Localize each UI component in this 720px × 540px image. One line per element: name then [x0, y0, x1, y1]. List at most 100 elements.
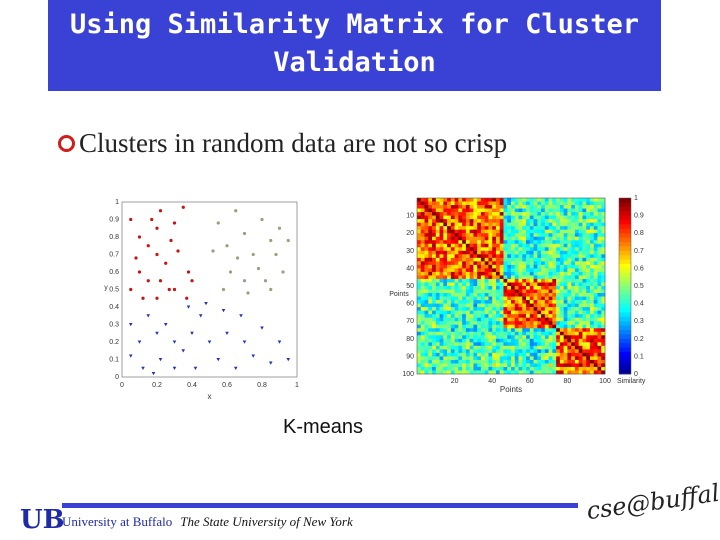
heatmap-cell: [424, 271, 429, 276]
heatmap-cell: [589, 236, 595, 241]
heatmap-cell: [533, 370, 538, 375]
scatter-point: [172, 221, 177, 225]
heatmap-cell: [537, 205, 542, 209]
heatmap-cell: [417, 370, 422, 375]
heatmap-cell: [533, 236, 538, 241]
heatmap-cell: [458, 215, 463, 220]
heatmap-cell: [529, 226, 534, 230]
heatmap-cell: [574, 264, 579, 269]
heatmap-cell: [420, 275, 425, 280]
heatmap-cell: [435, 363, 440, 368]
heatmap-cell: [578, 257, 583, 262]
heatmap-cell: [526, 317, 531, 322]
scatter-point: [256, 266, 261, 271]
heatmap-cell: [529, 250, 534, 255]
heatmap-cell: [447, 370, 452, 375]
heatmap-cell: [511, 264, 516, 269]
heatmap-cell: [484, 296, 489, 301]
heatmap-cell: [447, 359, 452, 364]
heatmap-cell: [447, 198, 452, 202]
heatmap-cell: [578, 324, 583, 329]
heatmap-cell: [537, 363, 542, 368]
bullet-text: Clusters in random data are not so crisp: [79, 128, 508, 158]
heatmap-cell: [522, 321, 527, 326]
heatmap-cell: [447, 271, 452, 276]
heatmap-cell: [507, 317, 512, 322]
heatmap-cell: [559, 201, 564, 206]
heatmap-cell: [544, 338, 549, 343]
heatmap-cell: [465, 296, 470, 301]
heatmap-cell: [529, 324, 534, 329]
heatmap-cell: [488, 278, 493, 283]
heatmap-cell: [589, 321, 595, 326]
heatmap-y-tick-label: 30: [406, 248, 414, 255]
heatmap-cell: [563, 359, 568, 364]
heatmap-cell: [439, 247, 444, 252]
heatmap-cell: [526, 331, 531, 336]
colorbar-segment: [619, 246, 631, 252]
heatmap-cell: [589, 307, 595, 311]
heatmap-cell: [541, 271, 546, 276]
heatmap-cell: [488, 317, 493, 322]
heatmap-cell: [507, 328, 512, 333]
heatmap-cell: [458, 247, 463, 252]
heatmap-cell: [529, 247, 534, 252]
heatmap-cell: [447, 356, 452, 361]
heatmap-cell: [522, 236, 527, 241]
heatmap-cell: [586, 307, 591, 311]
heatmap-cell: [492, 370, 497, 375]
scatter-y-axis-label: y: [104, 285, 108, 292]
heatmap-cell: [529, 352, 534, 357]
heatmap-cell: [571, 342, 576, 347]
heatmap-cell: [601, 356, 606, 361]
heatmap-cell: [533, 215, 538, 220]
heatmap-cell: [499, 264, 504, 269]
heatmap-cell: [597, 338, 602, 343]
colorbar-segment: [619, 268, 631, 274]
heatmap-cell: [432, 215, 437, 220]
heatmap-cell: [499, 229, 504, 234]
heatmap-cell: [462, 201, 467, 206]
heatmap-cell: [552, 310, 557, 315]
heatmap-cell: [435, 293, 440, 297]
heatmap-cell: [559, 236, 564, 241]
heatmap-cell: [424, 331, 429, 336]
heatmap-cell: [417, 303, 422, 308]
heatmap-cell: [469, 300, 474, 304]
heatmap-cell: [484, 215, 489, 220]
scatter-point: [158, 358, 163, 362]
heatmap-cell: [514, 233, 519, 238]
heatmap-cell: [488, 219, 493, 223]
heatmap-cell: [428, 303, 433, 308]
heatmap-cell: [552, 247, 557, 252]
heatmap-cell: [484, 314, 489, 318]
heatmap-cell: [492, 219, 497, 223]
heatmap-cell: [450, 314, 455, 318]
heatmap-cell: [420, 324, 425, 329]
heatmap-cell: [597, 261, 602, 266]
heatmap-cell: [541, 275, 546, 280]
heatmap-cell: [582, 278, 587, 283]
heatmap-cell: [492, 289, 497, 294]
heatmap-cell: [589, 264, 595, 269]
heatmap-cell: [484, 356, 489, 361]
heatmap-cell: [548, 366, 553, 371]
heatmap-cell: [458, 222, 463, 227]
heatmap-cell: [567, 286, 572, 290]
heatmap-cell: [507, 271, 512, 276]
heatmap-cell: [499, 363, 504, 368]
heatmap-cell: [574, 338, 579, 343]
heatmap-cell: [424, 321, 429, 326]
heatmap-cell: [522, 198, 527, 202]
heatmap-cell: [533, 229, 538, 234]
heatmap-cell: [469, 314, 474, 318]
heatmap-cell: [484, 271, 489, 276]
heatmap-cell: [477, 201, 482, 206]
heatmap-cell: [559, 286, 564, 290]
heatmap-cell: [495, 356, 501, 361]
heatmap-cell: [563, 289, 568, 294]
heatmap-cell: [458, 198, 463, 202]
colorbar-segment: [619, 325, 631, 331]
heatmap-cell: [597, 317, 602, 322]
heatmap-cell: [454, 289, 459, 294]
